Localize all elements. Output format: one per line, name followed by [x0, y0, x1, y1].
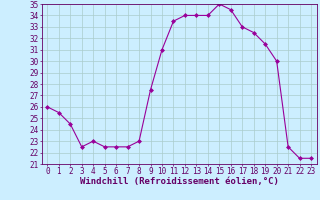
X-axis label: Windchill (Refroidissement éolien,°C): Windchill (Refroidissement éolien,°C) — [80, 177, 279, 186]
